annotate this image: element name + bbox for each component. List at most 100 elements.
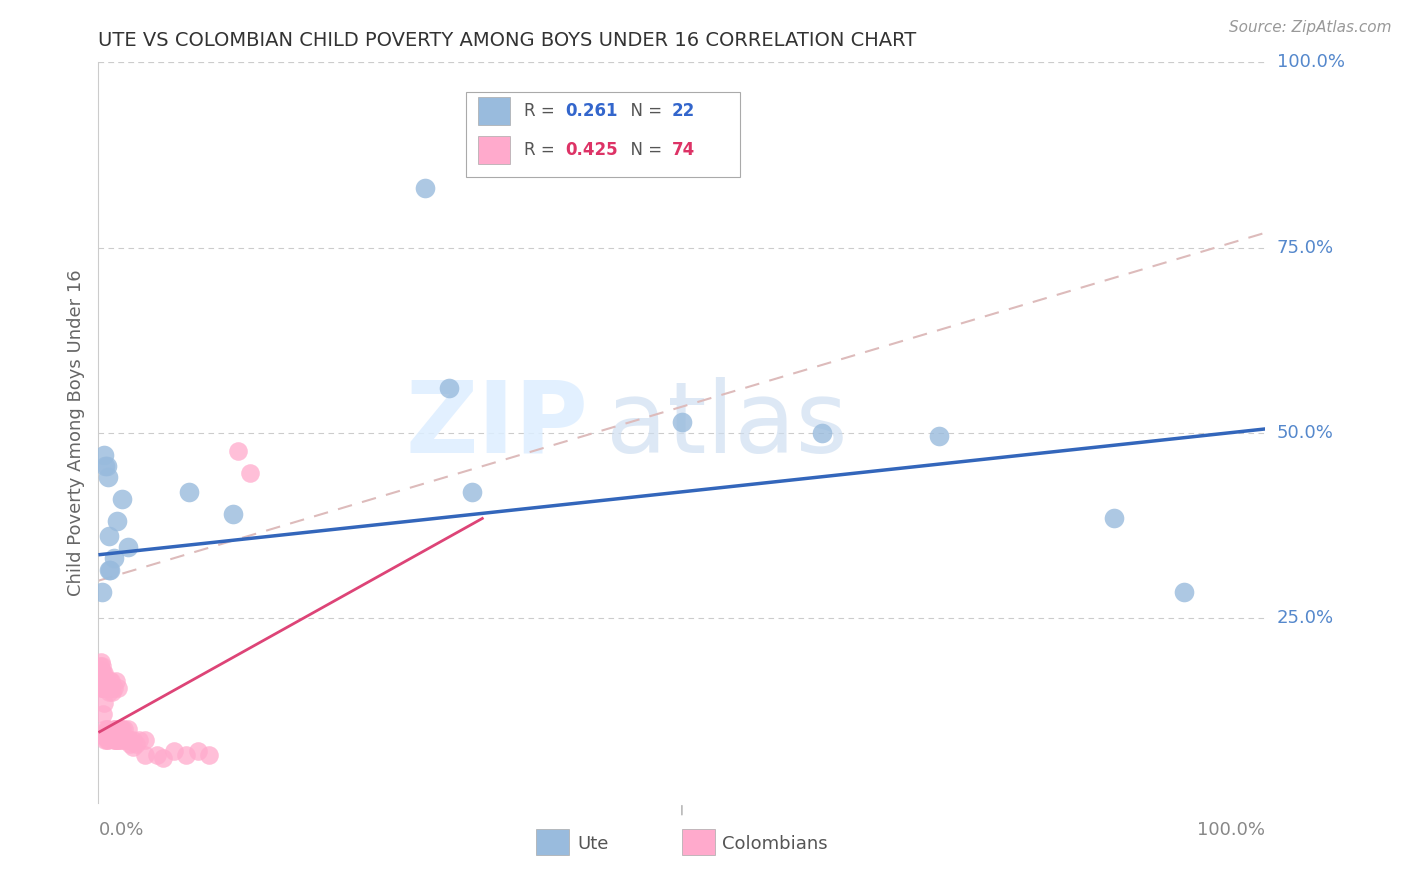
Point [91, 681, 114, 695]
Point [461, 484, 484, 499]
Point [104, 732, 127, 747]
Point [97, 732, 120, 747]
Point [112, 722, 135, 736]
Point [96, 681, 118, 695]
Text: Ute: Ute [576, 835, 609, 853]
Point [122, 740, 145, 755]
Text: 0.0%: 0.0% [98, 822, 143, 839]
Point [89, 666, 111, 681]
Point [101, 685, 124, 699]
Point [97, 529, 120, 543]
Text: N =: N = [620, 141, 668, 159]
Point [811, 425, 834, 440]
Point [104, 722, 127, 736]
Point [96, 732, 118, 747]
Point [112, 732, 135, 747]
Point [671, 415, 693, 429]
Point [90, 681, 112, 695]
Y-axis label: Child Poverty Among Boys Under 16: Child Poverty Among Boys Under 16 [66, 269, 84, 596]
Point [90, 673, 112, 688]
Point [100, 681, 122, 695]
Point [117, 722, 139, 736]
Point [90, 663, 112, 677]
Point [146, 747, 169, 762]
Text: R =: R = [524, 141, 561, 159]
Point [90, 666, 112, 681]
Text: 100.0%: 100.0% [1198, 822, 1265, 839]
Point [94, 722, 117, 736]
Point [437, 381, 460, 395]
Point [91, 666, 114, 681]
Point [94, 732, 117, 747]
Point [90, 658, 112, 673]
Text: 100.0%: 100.0% [1277, 54, 1344, 71]
Point [221, 507, 243, 521]
Point [94, 681, 117, 695]
Point [110, 722, 132, 736]
FancyBboxPatch shape [465, 92, 741, 178]
Point [105, 515, 128, 529]
Point [103, 551, 125, 566]
Point [111, 732, 134, 747]
Point [93, 448, 115, 462]
Point [91, 706, 114, 721]
FancyBboxPatch shape [478, 136, 510, 164]
Text: 25.0%: 25.0% [1277, 608, 1334, 627]
Point [91, 673, 114, 688]
Point [134, 732, 156, 747]
Point [115, 732, 138, 747]
Point [179, 484, 201, 499]
Point [198, 747, 221, 762]
Point [97, 722, 120, 736]
Point [104, 732, 127, 747]
Point [108, 732, 131, 747]
Point [97, 470, 120, 484]
Point [93, 673, 115, 688]
Text: 0.425: 0.425 [565, 141, 617, 159]
Point [93, 729, 115, 743]
Text: 50.0%: 50.0% [1277, 424, 1333, 442]
Text: 75.0%: 75.0% [1277, 238, 1334, 257]
Point [187, 744, 209, 758]
Point [90, 673, 112, 688]
Point [103, 722, 125, 736]
Point [239, 467, 262, 481]
Text: 22: 22 [672, 103, 695, 120]
Point [89, 658, 111, 673]
Point [98, 563, 121, 577]
Point [103, 681, 125, 695]
Point [105, 732, 128, 747]
Point [104, 722, 127, 736]
Text: N =: N = [620, 103, 668, 120]
Point [90, 681, 112, 695]
Point [93, 696, 115, 710]
Point [152, 751, 174, 765]
Point [104, 673, 127, 688]
Point [90, 655, 112, 669]
Point [97, 563, 120, 577]
Point [105, 722, 128, 736]
Point [118, 732, 141, 747]
Point [103, 732, 125, 747]
Point [163, 744, 186, 758]
Point [97, 685, 120, 699]
Point [96, 722, 118, 736]
FancyBboxPatch shape [478, 97, 510, 126]
Text: ZIP: ZIP [406, 376, 589, 474]
Point [97, 729, 120, 743]
Point [107, 681, 129, 695]
Point [174, 747, 197, 762]
Point [125, 737, 148, 751]
Point [96, 673, 118, 688]
Point [94, 673, 117, 688]
Point [413, 181, 436, 195]
Point [90, 584, 112, 599]
Text: 0.261: 0.261 [565, 103, 617, 120]
Point [94, 458, 117, 473]
FancyBboxPatch shape [682, 829, 714, 855]
Point [111, 492, 134, 507]
Text: Source: ZipAtlas.com: Source: ZipAtlas.com [1229, 20, 1392, 35]
Point [100, 673, 122, 688]
Point [118, 737, 141, 751]
Text: 74: 74 [672, 141, 695, 159]
